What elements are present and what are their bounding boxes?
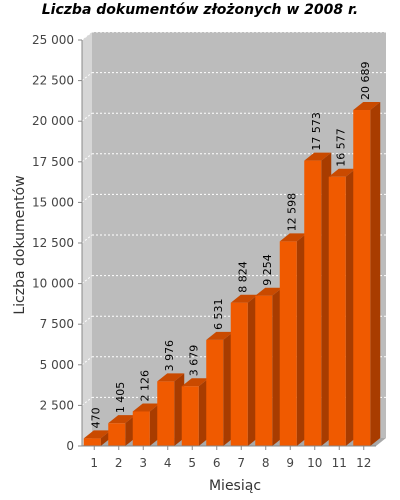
bar-top [206, 331, 234, 340]
data-label: 16 577 [334, 128, 347, 167]
bar-top [353, 102, 381, 111]
bar-top [83, 430, 111, 439]
y-tick-label: 25 000 [32, 33, 74, 47]
bar [230, 302, 248, 446]
data-label: 3 679 [187, 345, 200, 377]
bar [181, 386, 199, 446]
bar [157, 381, 175, 446]
y-tick-label: 15 000 [32, 195, 74, 209]
y-tick-label: 5 000 [40, 358, 74, 372]
y-tick-label: 7 500 [40, 317, 74, 331]
x-tick-label: 7 [237, 456, 245, 470]
chart-title: Liczba dokumentów złożonych w 2008 r. [41, 2, 359, 18]
bar-top [328, 168, 356, 177]
data-label: 6 531 [212, 298, 225, 330]
data-label: 12 598 [285, 193, 298, 232]
bar-side [370, 102, 381, 446]
bar-top [108, 415, 136, 424]
data-label: 470 [89, 407, 102, 428]
bar [206, 339, 224, 446]
y-tick-label: 22 500 [32, 74, 74, 88]
x-tick-label: 5 [188, 456, 196, 470]
x-tick-label: 9 [286, 456, 294, 470]
y-tick-label: 12 500 [32, 236, 74, 250]
data-labels: 470 1 405 2 126 3 976 3 679 6 531 8 824 9 254 12… [89, 62, 372, 429]
axes: 0 2 500 5 000 7 500 10 000 12 500 15 000 17 500… [32, 33, 376, 470]
y-tick-label: 10 000 [32, 277, 74, 291]
bar [279, 241, 297, 446]
x-tick-label: 10 [307, 456, 322, 470]
bar [255, 295, 273, 446]
bar [108, 423, 126, 446]
y-axis-title: Liczba dokumentów [12, 175, 28, 314]
bar [304, 160, 322, 446]
bar-top [255, 287, 283, 296]
bar [353, 110, 371, 446]
bar-top [304, 152, 332, 161]
bar-top [157, 373, 185, 382]
bar-top [181, 378, 209, 387]
data-label: 20 689 [359, 62, 372, 101]
data-label: 1 405 [114, 382, 127, 414]
data-label: 2 126 [138, 370, 151, 402]
data-label: 9 254 [261, 254, 274, 286]
x-tick-label: 8 [262, 456, 270, 470]
bar-top [230, 294, 258, 303]
y-tick-label: 0 [66, 439, 74, 453]
bar-top [279, 233, 307, 242]
y-tick-label: 17 500 [32, 155, 74, 169]
x-tick-label: 11 [332, 456, 347, 470]
x-tick-label: 1 [90, 456, 98, 470]
plot-side-wall [82, 32, 92, 446]
data-label: 17 573 [310, 112, 323, 151]
bars [83, 102, 381, 446]
x-tick-label: 12 [356, 456, 371, 470]
x-tick-label: 4 [164, 456, 172, 470]
x-tick-label: 2 [115, 456, 123, 470]
y-tick-label: 20 000 [32, 114, 74, 128]
y-tick-label: 2 500 [40, 398, 74, 412]
data-label: 3 976 [163, 340, 176, 372]
x-tick-label: 6 [213, 456, 221, 470]
bar [132, 411, 150, 446]
x-axis-title: Miesiąc [209, 478, 261, 494]
bar-top [132, 403, 160, 412]
x-tick-label: 3 [139, 456, 147, 470]
bar [83, 438, 101, 446]
bar [328, 176, 346, 446]
data-label: 8 824 [236, 261, 249, 293]
